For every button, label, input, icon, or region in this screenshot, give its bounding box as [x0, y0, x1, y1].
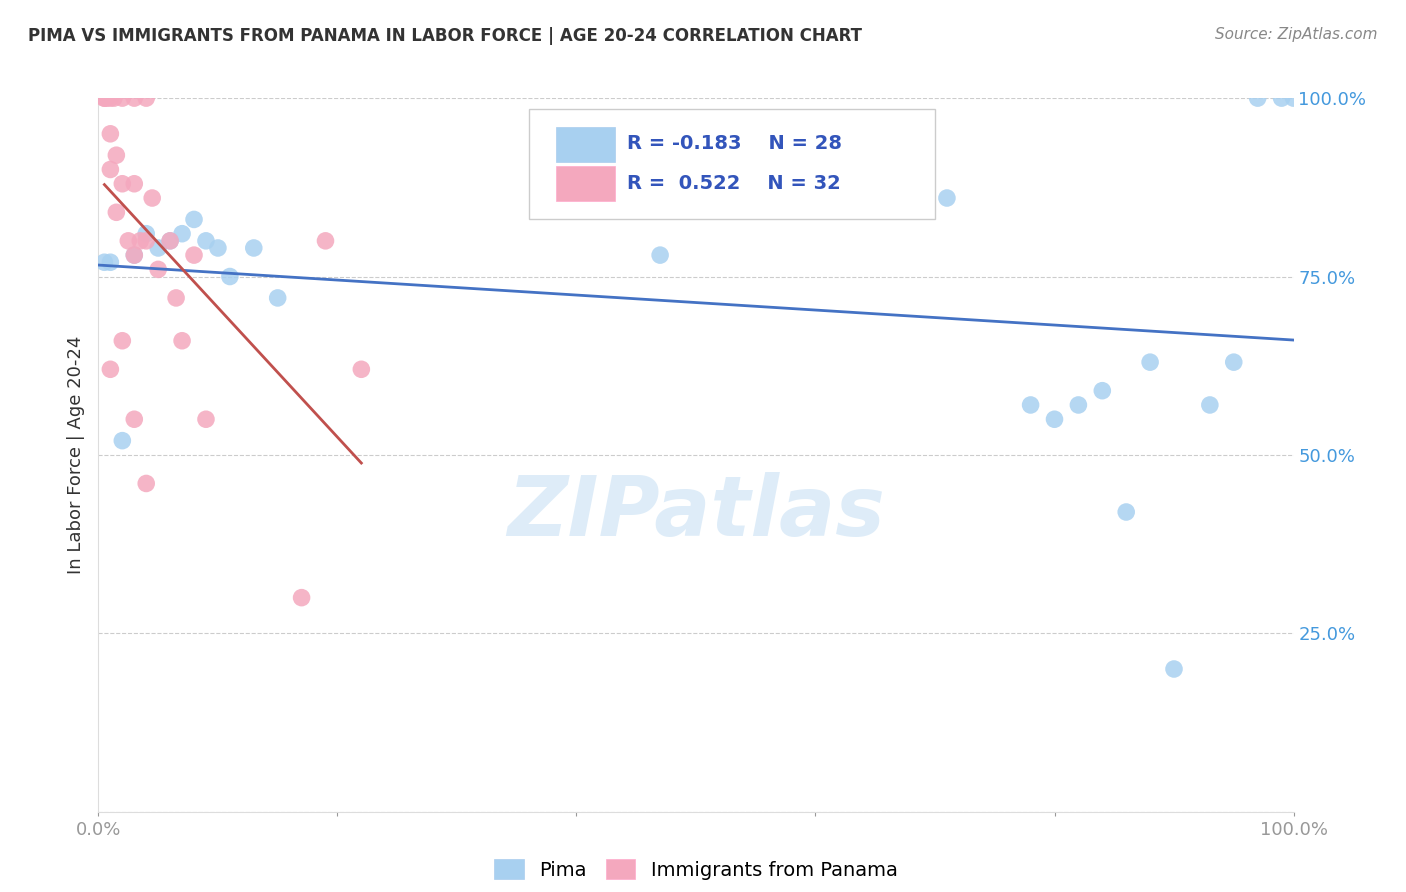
Point [194, 234, 217, 248]
Point [111, 334, 134, 348]
Point [148, 241, 170, 255]
Point [124, 91, 146, 105]
Text: R = -0.183    N = 28: R = -0.183 N = 28 [627, 135, 842, 153]
FancyBboxPatch shape [557, 127, 614, 161]
Point [267, 291, 290, 305]
Point [1019, 398, 1042, 412]
Point [935, 191, 957, 205]
Point [135, 234, 157, 248]
Text: ZIPatlas: ZIPatlas [508, 472, 884, 552]
Point [1222, 355, 1246, 369]
Point [1139, 355, 1161, 369]
Point [290, 591, 312, 605]
Point [350, 362, 373, 376]
Point [1246, 91, 1268, 105]
Point [98, 255, 122, 269]
Point [315, 234, 337, 248]
Text: Source: ZipAtlas.com: Source: ZipAtlas.com [1215, 27, 1378, 42]
Point [1091, 384, 1114, 398]
Point [96, 91, 118, 105]
Point [172, 334, 194, 348]
Point [111, 434, 134, 448]
Point [194, 412, 217, 426]
Text: PIMA VS IMMIGRANTS FROM PANAMA IN LABOR FORCE | AGE 20-24 CORRELATION CHART: PIMA VS IMMIGRANTS FROM PANAMA IN LABOR … [28, 27, 862, 45]
Point [98, 162, 122, 177]
Point [117, 234, 139, 248]
Point [159, 234, 181, 248]
Point [1067, 398, 1090, 412]
Point [98, 91, 122, 105]
Point [98, 362, 122, 376]
FancyBboxPatch shape [529, 109, 935, 219]
Text: R =  0.522    N = 32: R = 0.522 N = 32 [627, 174, 841, 194]
Point [93, 255, 115, 269]
Point [124, 248, 146, 262]
Point [183, 212, 205, 227]
Point [111, 177, 134, 191]
Point [124, 248, 146, 262]
Point [124, 177, 146, 191]
Point [1198, 398, 1220, 412]
Point [648, 248, 672, 262]
Point [124, 412, 146, 426]
Point [1043, 412, 1066, 426]
Point [111, 91, 134, 105]
Point [159, 234, 181, 248]
Point [183, 248, 205, 262]
Point [219, 269, 242, 284]
Point [1115, 505, 1137, 519]
Point [93, 91, 115, 105]
Point [148, 262, 170, 277]
Point [1282, 91, 1305, 105]
FancyBboxPatch shape [557, 166, 614, 201]
Point [1163, 662, 1185, 676]
Point [243, 241, 266, 255]
Point [105, 205, 128, 219]
Point [135, 91, 157, 105]
Y-axis label: In Labor Force | Age 20-24: In Labor Force | Age 20-24 [66, 335, 84, 574]
Point [129, 234, 152, 248]
Point [105, 148, 128, 162]
Point [98, 127, 122, 141]
Legend: Pima, Immigrants from Panama: Pima, Immigrants from Panama [486, 852, 905, 888]
Point [103, 91, 125, 105]
Point [93, 91, 115, 105]
Point [207, 241, 229, 255]
Point [135, 227, 157, 241]
Point [135, 476, 157, 491]
Point [165, 291, 187, 305]
Point [1271, 91, 1294, 105]
Point [172, 227, 194, 241]
Point [141, 191, 163, 205]
